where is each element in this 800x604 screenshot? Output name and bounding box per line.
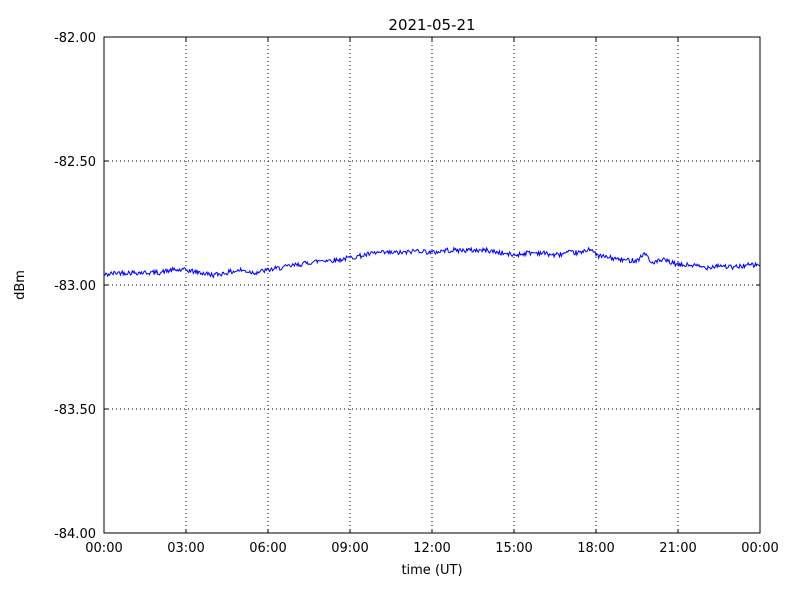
tick-labels: 00:00 03:00 06:00 09:00 12:00 15:00 18:00 21:00… [54,31,779,556]
x-tick-label: 00:00 [85,541,122,556]
x-axis-label: time (UT) [401,563,462,578]
series-line-signal-level [103,246,761,280]
y-tick-label: -84.00 [54,527,96,542]
x-tick-label: 09:00 [331,541,368,556]
y-tick-label: -83.00 [54,279,96,294]
x-tick-label: 03:00 [167,541,204,556]
x-tick-label: 06:00 [249,541,286,556]
x-tick-label: 18:00 [577,541,614,556]
y-tick-label: -82.50 [54,155,96,170]
y-tick-label: -83.50 [54,403,96,418]
data-series [103,246,761,280]
y-tick-label: -82.00 [54,31,96,46]
x-tick-label: 21:00 [659,541,696,556]
tick-marks [103,36,761,534]
x-tick-label: 00:00 [741,541,778,556]
x-tick-label: 12:00 [413,541,450,556]
y-axis-label: dBm [13,270,28,300]
x-tick-label: 15:00 [495,541,532,556]
chart-title: 2021-05-21 [388,16,475,34]
